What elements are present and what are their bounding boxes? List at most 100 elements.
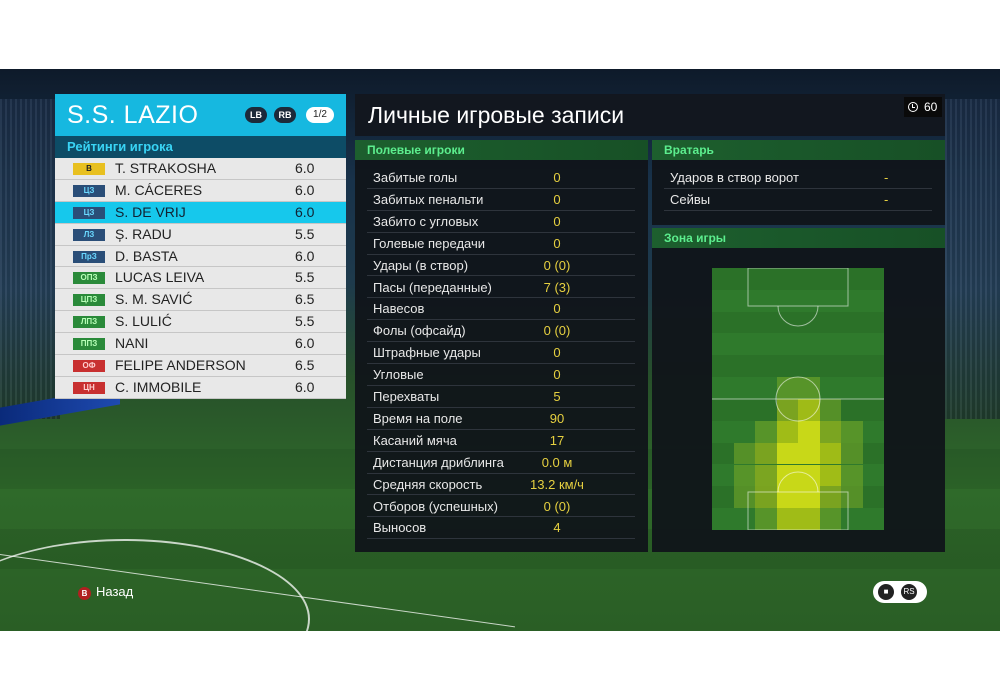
player-name: Ș. RADU — [115, 225, 172, 242]
player-row[interactable]: ЦПЗ S. M. SAVIĆ 6.5 — [55, 289, 346, 312]
back-label: Назад — [96, 584, 134, 599]
stat-row: Выносов 4 — [367, 517, 635, 540]
player-name: S. DE VRIJ — [115, 203, 186, 220]
player-row[interactable]: ПрЗ D. BASTA 6.0 — [55, 245, 346, 268]
heat-cell — [798, 508, 820, 530]
stat-row: Пасы (переданные) 7 (3) — [367, 277, 635, 299]
player-row[interactable]: ОФ FELIPE ANDERSON 6.5 — [55, 355, 346, 377]
stat-value: 17 — [549, 432, 565, 448]
heat-cell — [798, 377, 820, 399]
heat-cell — [776, 399, 798, 421]
player-row[interactable]: В T. STRAKOSHA 6.0 — [55, 158, 346, 180]
stat-label: Выносов — [373, 520, 427, 536]
heat-cell — [819, 464, 841, 487]
pitch-stripe — [712, 268, 884, 290]
heat-cell — [776, 508, 798, 530]
player-rating: 6.0 — [295, 247, 315, 264]
goalkeeper-header: Вратарь — [652, 140, 945, 160]
heat-cell — [776, 377, 798, 399]
heat-cell — [819, 399, 841, 421]
stat-label: Угловые — [373, 367, 424, 383]
team-name: S.S. LAZIO — [67, 101, 199, 129]
stat-value: 0 — [553, 235, 561, 251]
player-row[interactable]: ППЗ NANI 6.0 — [55, 333, 346, 356]
stat-row: Забито с угловых 0 — [367, 211, 635, 233]
play-zone-section: Зона игры — [652, 228, 945, 552]
player-name: NANI — [115, 335, 149, 352]
field-players-header: Полевые игроки — [355, 140, 648, 160]
player-rating: 6.0 — [295, 335, 315, 352]
heat-cell — [841, 464, 863, 487]
controls-hint[interactable]: ■ RS — [873, 581, 927, 603]
heat-cell — [776, 442, 798, 465]
player-row[interactable]: ЛЗ Ș. RADU 5.5 — [55, 223, 346, 246]
stat-label: Навесов — [373, 301, 425, 317]
player-name: D. BASTA — [115, 247, 178, 264]
heat-cell — [755, 508, 777, 530]
heat-cell — [798, 420, 820, 443]
stat-row: Угловые 0 — [367, 364, 635, 386]
gk-stat-label: Ударов в створ ворот — [670, 170, 799, 185]
stat-value: 0 (0) — [543, 498, 571, 514]
goalkeeper-section: Вратарь Ударов в створ ворот - Сейвы - — [652, 140, 945, 225]
player-list: В T. STRAKOSHA 6.0 ЦЗ M. CÁCERES 6.0 ЦЗ S. DE V… — [55, 158, 346, 399]
rs-button-icon: RS — [901, 584, 917, 600]
player-rating: 6.0 — [295, 203, 315, 220]
heat-cell — [841, 442, 863, 465]
position-badge: ЦЗ — [73, 184, 105, 197]
bottom-penalty-box — [747, 491, 849, 530]
player-row[interactable]: ОПЗ LUCAS LEIVA 5.5 — [55, 267, 346, 290]
stat-value: 0 — [553, 367, 561, 383]
player-row[interactable]: ЦН C. IMMOBILE 6.0 — [55, 376, 346, 399]
heatmap-pitch — [712, 268, 884, 530]
stat-label: Фолы (офсайд) — [373, 323, 466, 339]
stat-row: Штрафные удары 0 — [367, 342, 635, 365]
heat-cell — [733, 464, 755, 487]
stat-row: Удары (в створ) 0 (0) — [367, 255, 635, 277]
rb-button-icon[interactable]: RB — [274, 107, 296, 123]
stat-label: Удары (в створ) — [373, 257, 469, 273]
page-title: Личные игровые записи — [368, 102, 625, 128]
stat-label: Перехваты — [373, 389, 440, 404]
stat-label: Время на поле — [373, 410, 463, 426]
player-name: LUCAS LEIVA — [115, 269, 205, 286]
stat-row: Дистанция дриблинга 0.0 м — [367, 452, 635, 474]
position-badge: ЛПЗ — [73, 316, 105, 329]
heat-cell — [819, 420, 841, 443]
stat-value: 0 (0) — [543, 257, 571, 273]
position-badge: ЦПЗ — [73, 294, 105, 307]
stat-value: 7 (3) — [543, 279, 571, 295]
stat-label: Штрафные удары — [373, 345, 481, 361]
player-row[interactable]: ЦЗ M. CÁCERES 6.0 — [55, 179, 346, 202]
stat-value: 0 — [553, 345, 561, 361]
player-row[interactable]: ЛПЗ S. LULIĆ 5.5 — [55, 311, 346, 334]
player-row[interactable]: ЦЗ S. DE VRIJ 6.0 — [55, 201, 346, 224]
stat-value: 0 — [553, 213, 561, 229]
player-name: M. CÁCERES — [115, 181, 203, 198]
clock-icon — [908, 102, 918, 112]
stat-label: Забито с угловых — [373, 213, 479, 229]
stat-label: Забитые голы — [373, 170, 458, 185]
player-rating: 5.5 — [295, 269, 315, 286]
timer-value: 60 — [924, 100, 938, 114]
stat-row: Забитых пенальти 0 — [367, 189, 635, 211]
heat-cell — [819, 508, 841, 530]
lb-button-icon[interactable]: LB — [245, 107, 267, 123]
heat-cell — [755, 464, 777, 487]
stadium-stand-left — [0, 99, 60, 419]
stat-label: Дистанция дриблинга — [373, 454, 504, 470]
gk-stat-value: - — [884, 191, 889, 207]
position-badge: ЦЗ — [73, 206, 105, 219]
heat-cell — [798, 399, 820, 421]
stat-value: 0 (0) — [543, 323, 571, 339]
position-badge: ЦН — [73, 381, 105, 394]
center-circle — [775, 376, 821, 422]
page-indicator: 1/2 — [306, 107, 334, 123]
position-badge: ОФ — [73, 360, 105, 373]
player-rating: 6.5 — [295, 357, 315, 374]
player-rating: 6.0 — [295, 160, 315, 176]
back-button[interactable]: B Назад — [78, 584, 133, 600]
play-zone-header: Зона игры — [652, 228, 945, 248]
heat-cell — [755, 420, 777, 443]
stat-value: 0 — [553, 301, 561, 317]
